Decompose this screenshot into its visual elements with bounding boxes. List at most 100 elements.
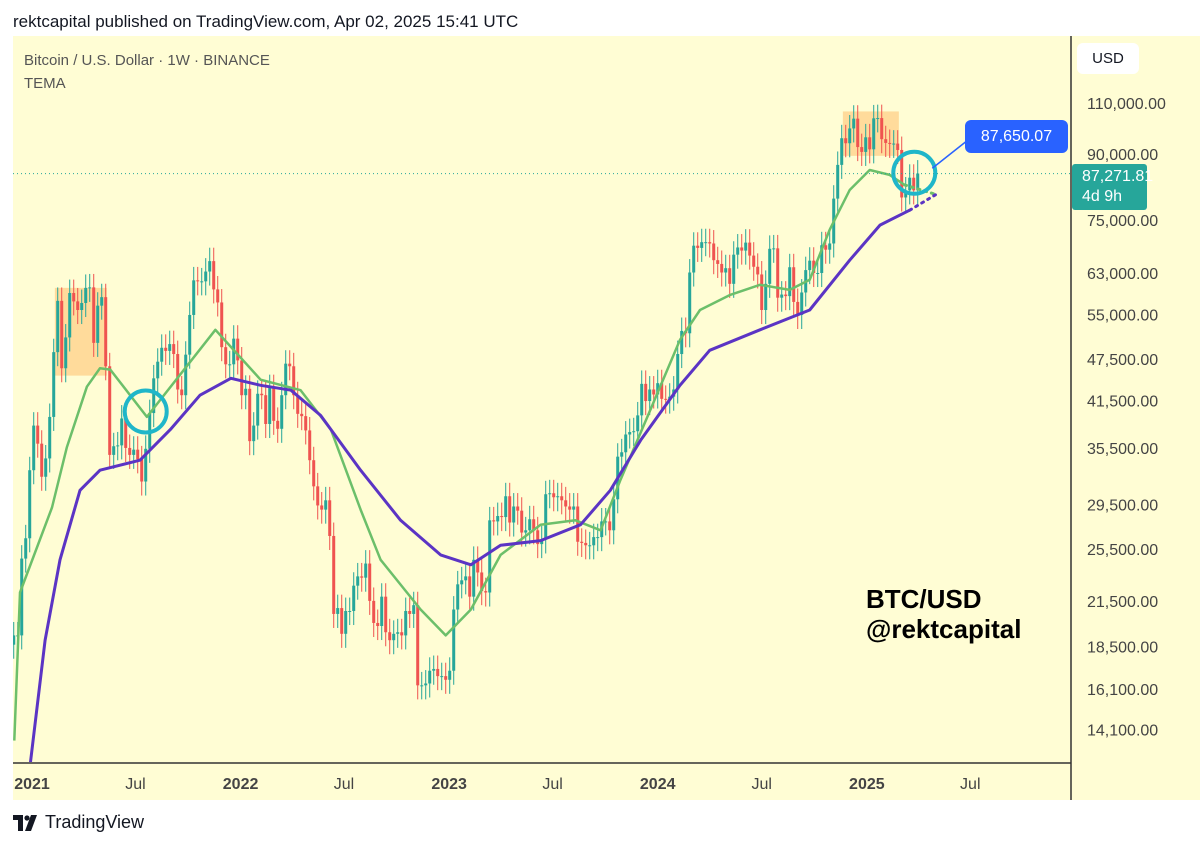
candle-body (240, 360, 244, 396)
candle-body (376, 622, 380, 627)
candle-body (88, 287, 92, 289)
candle (204, 258, 208, 296)
candle-body (868, 137, 872, 150)
candle (500, 502, 504, 532)
candle-body (644, 383, 648, 402)
candle-body (756, 266, 760, 275)
candle (364, 550, 368, 592)
candle (852, 105, 856, 143)
candle-body (876, 118, 880, 120)
candle (884, 125, 888, 157)
candle (252, 412, 256, 456)
currency-button[interactable]: USD (1077, 43, 1139, 74)
candle-body (548, 493, 552, 495)
candle (452, 596, 456, 685)
candle (76, 287, 80, 325)
symbol-legend[interactable]: Bitcoin / U.S. Dollar · 1W · BINANCE (24, 52, 270, 69)
candle-body (216, 289, 220, 303)
candle (388, 618, 392, 655)
candle-body (464, 576, 468, 581)
candle (412, 591, 416, 628)
candle-body (508, 496, 512, 523)
candle (716, 246, 720, 278)
candle-body (584, 542, 588, 546)
candle-body (780, 294, 784, 298)
candle-body (384, 596, 388, 633)
candle-body (420, 685, 424, 687)
candle (536, 516, 540, 559)
candle-body (456, 584, 460, 610)
candle-body (132, 449, 136, 455)
candle-body (104, 297, 108, 367)
candle-body (56, 300, 60, 353)
candle (344, 597, 348, 648)
candle-body (620, 452, 624, 457)
candle-body (836, 164, 840, 199)
candle (120, 405, 124, 460)
candle (320, 492, 324, 524)
candle-body (352, 585, 356, 611)
candle-body (200, 281, 204, 283)
candle-body (460, 580, 464, 585)
candle-body (520, 510, 524, 533)
candle (568, 493, 572, 524)
price-tick-label: 90,000.00 (1087, 147, 1158, 164)
candle (644, 370, 648, 416)
candle (256, 380, 260, 440)
candle-body (252, 425, 256, 442)
candle-body (488, 520, 492, 593)
candle (420, 671, 424, 700)
candle (308, 416, 312, 475)
candle (456, 570, 460, 624)
price-tick-label: 16,100.00 (1087, 682, 1158, 699)
candle (768, 235, 772, 298)
candle-body (896, 143, 900, 150)
candle-body (568, 506, 572, 510)
candle (692, 232, 696, 287)
tema-projection (903, 183, 938, 196)
candle-body (720, 263, 724, 273)
candle (216, 275, 220, 317)
candle-body (124, 418, 128, 448)
candle-body (172, 344, 176, 355)
candle-body (700, 242, 704, 248)
candle (912, 164, 916, 205)
candle-body (612, 499, 616, 531)
candle (620, 438, 624, 471)
candle-body (648, 389, 652, 402)
candle (268, 374, 272, 439)
tradingview-logo[interactable]: TradingView (13, 812, 144, 833)
candle-body (536, 530, 540, 545)
candle-body (696, 245, 700, 248)
candle-body (332, 535, 336, 614)
candle (92, 273, 96, 357)
candle (704, 228, 708, 257)
candle-body (280, 395, 284, 429)
candle (844, 124, 848, 158)
publish-info: rektcapital published on TradingView.com… (13, 12, 519, 31)
candle-body (392, 633, 396, 641)
candle (352, 572, 356, 626)
candle-body (344, 610, 348, 634)
candle (876, 104, 880, 133)
candle-body (268, 388, 272, 424)
candle-body (608, 521, 612, 531)
chart-area[interactable] (13, 36, 1200, 800)
candle-body (236, 338, 240, 361)
candle (108, 352, 112, 469)
candle (228, 350, 232, 379)
candle-body (296, 395, 300, 414)
candle-body (476, 559, 480, 573)
candle-body (48, 416, 52, 459)
candle (180, 376, 184, 410)
candle-body (224, 347, 228, 365)
candle (504, 482, 508, 532)
price-tick-label: 35,500.00 (1087, 441, 1158, 458)
indicator-legend[interactable]: TEMA (24, 75, 66, 92)
candle-body (40, 443, 44, 477)
candle (772, 234, 776, 263)
candle (284, 350, 288, 410)
candle-body (552, 493, 556, 498)
candle-body (260, 393, 264, 396)
